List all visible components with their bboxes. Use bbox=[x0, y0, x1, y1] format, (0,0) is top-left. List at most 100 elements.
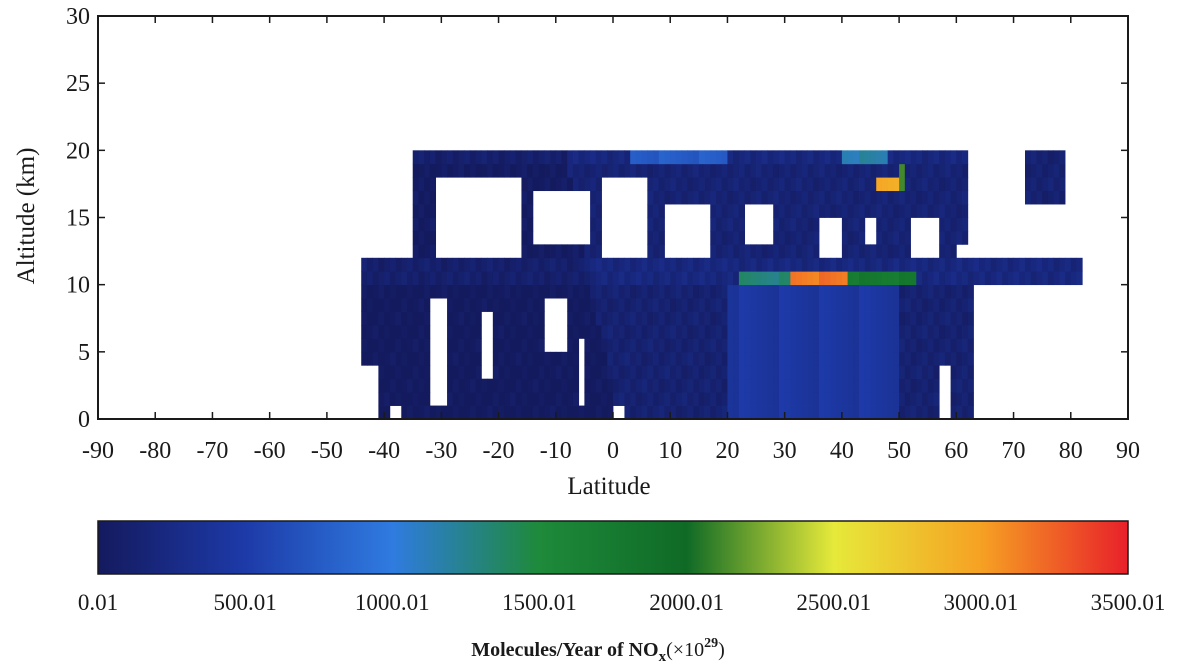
heatmap-cell bbox=[441, 406, 447, 420]
heatmap-cell bbox=[750, 338, 756, 352]
heatmap-cell bbox=[727, 177, 733, 191]
heatmap-cell bbox=[510, 312, 516, 326]
heatmap-cell bbox=[670, 352, 676, 366]
heatmap-cell bbox=[510, 285, 516, 299]
heatmap-cell bbox=[888, 285, 894, 299]
heatmap-cell bbox=[727, 406, 733, 420]
heatmap-cell bbox=[859, 164, 865, 178]
heatmap-cell bbox=[682, 379, 688, 393]
heatmap-cell bbox=[510, 379, 516, 393]
heatmap-cell bbox=[808, 244, 814, 258]
heatmap-cell bbox=[676, 325, 682, 339]
heatmap-cell bbox=[733, 312, 739, 326]
heatmap-cell bbox=[888, 244, 894, 258]
heatmap-cell bbox=[739, 218, 745, 232]
heatmap-cell bbox=[613, 312, 619, 326]
heatmap-cell bbox=[979, 271, 985, 285]
heatmap-cell bbox=[401, 365, 407, 379]
heatmap-cell bbox=[705, 406, 711, 420]
heatmap-cell bbox=[716, 164, 722, 178]
heatmap-cell bbox=[905, 338, 911, 352]
heatmap-cell bbox=[899, 150, 905, 164]
heatmap-cell bbox=[659, 365, 665, 379]
heatmap-cell bbox=[962, 325, 968, 339]
heatmap-cell bbox=[802, 164, 808, 178]
heatmap-cell bbox=[647, 258, 653, 272]
heatmap-cell bbox=[768, 258, 774, 272]
heatmap-cell bbox=[527, 204, 533, 218]
heatmap-cell bbox=[533, 164, 539, 178]
heatmap-cell bbox=[367, 271, 373, 285]
heatmap-cell bbox=[808, 164, 814, 178]
heatmap-cell bbox=[882, 258, 888, 272]
heatmap-cell bbox=[893, 365, 899, 379]
heatmap-cell bbox=[527, 231, 533, 245]
heatmap-cell bbox=[705, 338, 711, 352]
heatmap-cell bbox=[808, 177, 814, 191]
heatmap-cell bbox=[521, 258, 527, 272]
heatmap-cell bbox=[951, 191, 957, 205]
heatmap-cell bbox=[733, 365, 739, 379]
heatmap-cell bbox=[951, 365, 957, 379]
heatmap-cell bbox=[859, 244, 865, 258]
heatmap-cell bbox=[390, 338, 396, 352]
heatmap-cell bbox=[590, 379, 596, 393]
heatmap-cell bbox=[859, 204, 865, 218]
heatmap-cell bbox=[424, 365, 430, 379]
heatmap-cell bbox=[607, 338, 613, 352]
heatmap-cell bbox=[539, 325, 545, 339]
heatmap-cell bbox=[842, 325, 848, 339]
heatmap-cell bbox=[665, 191, 671, 205]
heatmap-cell bbox=[756, 312, 762, 326]
heatmap-cell bbox=[1002, 271, 1008, 285]
heatmap-cell bbox=[1077, 271, 1083, 285]
heatmap-cell bbox=[968, 271, 974, 285]
heatmap-cell bbox=[459, 312, 465, 326]
heatmap-cell bbox=[596, 177, 602, 191]
heatmap-cell bbox=[476, 406, 482, 420]
heatmap-cell bbox=[670, 164, 676, 178]
heatmap-cell bbox=[521, 231, 527, 245]
x-tick-label: 30 bbox=[773, 438, 797, 464]
heatmap-cell bbox=[968, 379, 974, 393]
heatmap-cell bbox=[424, 392, 430, 406]
heatmap-cell bbox=[596, 352, 602, 366]
heatmap-cell bbox=[413, 338, 419, 352]
heatmap-cell bbox=[739, 244, 745, 258]
heatmap-cell bbox=[533, 325, 539, 339]
heatmap-cell bbox=[853, 352, 859, 366]
heatmap-cell bbox=[676, 406, 682, 420]
heatmap-cell bbox=[790, 164, 796, 178]
heatmap-cell bbox=[945, 352, 951, 366]
heatmap-cell bbox=[596, 258, 602, 272]
heatmap-cell bbox=[670, 285, 676, 299]
heatmap-cell bbox=[968, 406, 974, 420]
heatmap-cell bbox=[636, 150, 642, 164]
heatmap-cell bbox=[413, 298, 419, 312]
heatmap-cell bbox=[1048, 164, 1054, 178]
heatmap-cell bbox=[962, 338, 968, 352]
heatmap-cell bbox=[642, 352, 648, 366]
heatmap-cell bbox=[871, 379, 877, 393]
heatmap-cell bbox=[499, 258, 505, 272]
heatmap-cell bbox=[1048, 258, 1054, 272]
heatmap-cell bbox=[407, 379, 413, 393]
heatmap-cell bbox=[682, 312, 688, 326]
heatmap-cell bbox=[613, 271, 619, 285]
heatmap-cell bbox=[642, 150, 648, 164]
heatmap-cell bbox=[819, 164, 825, 178]
heatmap-cell bbox=[659, 218, 665, 232]
heatmap-cell bbox=[848, 285, 854, 299]
heatmap-cell bbox=[830, 177, 836, 191]
heatmap-cell bbox=[556, 177, 562, 191]
heatmap-cell bbox=[590, 244, 596, 258]
heatmap-cell bbox=[413, 164, 419, 178]
heatmap-cell bbox=[590, 231, 596, 245]
heatmap-cell bbox=[493, 164, 499, 178]
heatmap-cell bbox=[504, 271, 510, 285]
heatmap-cell bbox=[584, 325, 590, 339]
heatmap-cell bbox=[928, 150, 934, 164]
heatmap-cell bbox=[899, 406, 905, 420]
heatmap-cell bbox=[390, 379, 396, 393]
heatmap-cell bbox=[1031, 271, 1037, 285]
